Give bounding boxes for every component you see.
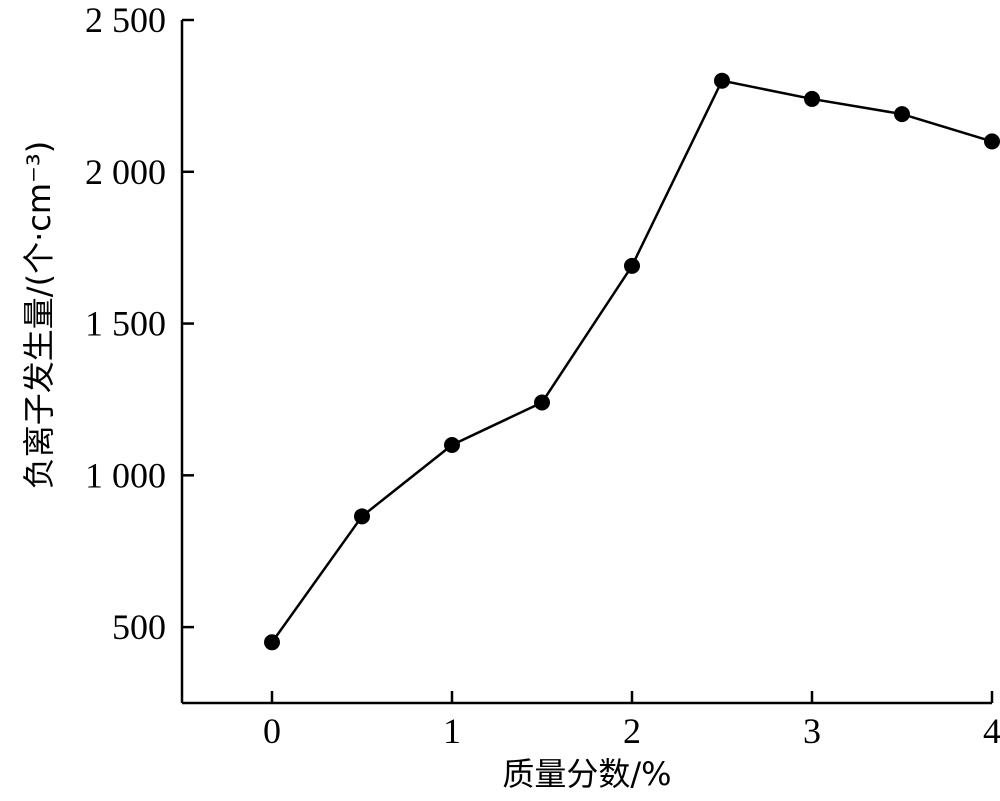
x-tick-label: 3 bbox=[803, 711, 821, 751]
y-tick-label: 1 500 bbox=[85, 304, 166, 344]
y-ticks: 500 1 000 1 500 2 000 2 500 bbox=[85, 0, 194, 647]
series-group bbox=[264, 72, 1000, 651]
data-point bbox=[354, 508, 370, 525]
y-tick-label: 2 000 bbox=[85, 152, 166, 192]
x-tick-label: 4 bbox=[983, 711, 1000, 751]
data-point bbox=[534, 394, 550, 411]
y-tick-label: 1 000 bbox=[85, 455, 166, 495]
x-axis-title: 质量分数/% bbox=[502, 755, 671, 793]
data-point bbox=[624, 257, 640, 274]
data-point bbox=[264, 634, 280, 651]
y-axis-title: 负离子发生量/(个·cm⁻³) bbox=[20, 141, 58, 489]
data-point bbox=[804, 90, 820, 107]
x-tick-label: 2 bbox=[623, 711, 641, 751]
x-tick-label: 1 bbox=[443, 711, 461, 751]
x-ticks: 0 1 2 3 4 bbox=[263, 691, 1000, 751]
data-point bbox=[894, 106, 910, 123]
data-point bbox=[444, 436, 460, 453]
data-point bbox=[984, 133, 1000, 150]
series-line bbox=[270, 79, 993, 644]
axes bbox=[180, 20, 992, 705]
y-tick-label: 2 500 bbox=[85, 0, 166, 40]
x-tick-label: 0 bbox=[263, 711, 281, 751]
data-point bbox=[714, 72, 730, 89]
y-tick-label: 500 bbox=[112, 607, 166, 647]
